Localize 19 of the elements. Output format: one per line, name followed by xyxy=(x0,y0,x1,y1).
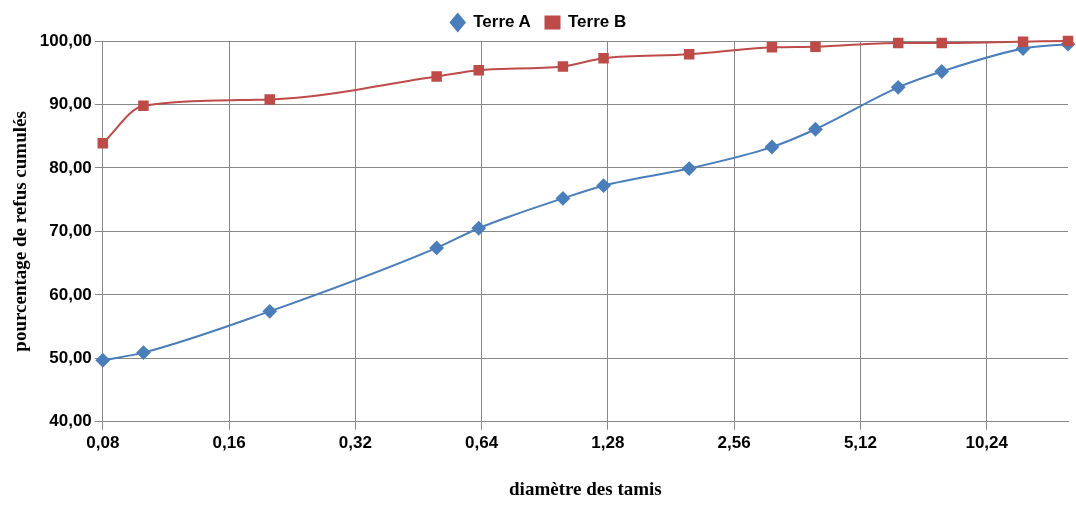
x-tick-label: 2,56 xyxy=(717,432,751,452)
y-axis-title: pourcentage de refus cumulés xyxy=(9,111,31,352)
x-tick-label: 0,16 xyxy=(212,432,246,452)
x-tick-label: 5,12 xyxy=(843,432,877,452)
x-tick-label: 0,64 xyxy=(465,432,499,452)
y-tick-label: 90,00 xyxy=(49,94,92,114)
y-tick-label: 100,00 xyxy=(39,30,92,50)
x-tick-label: 0,08 xyxy=(86,432,120,452)
x-tick-label: 0,32 xyxy=(338,432,372,452)
y-tick-label: 50,00 xyxy=(49,348,92,368)
x-axis-title: diamètre des tamis xyxy=(509,477,662,499)
y-tick-label: 80,00 xyxy=(49,157,92,177)
legend-label: Terre B xyxy=(568,12,627,32)
y-tick-label: 60,00 xyxy=(49,284,92,304)
y-tick-label: 40,00 xyxy=(49,411,92,431)
x-tick-label: 10,24 xyxy=(965,432,1009,452)
y-tick-label: 70,00 xyxy=(49,221,92,241)
x-tick-label: 1,28 xyxy=(591,432,625,452)
legend-label: Terre A xyxy=(473,12,531,32)
